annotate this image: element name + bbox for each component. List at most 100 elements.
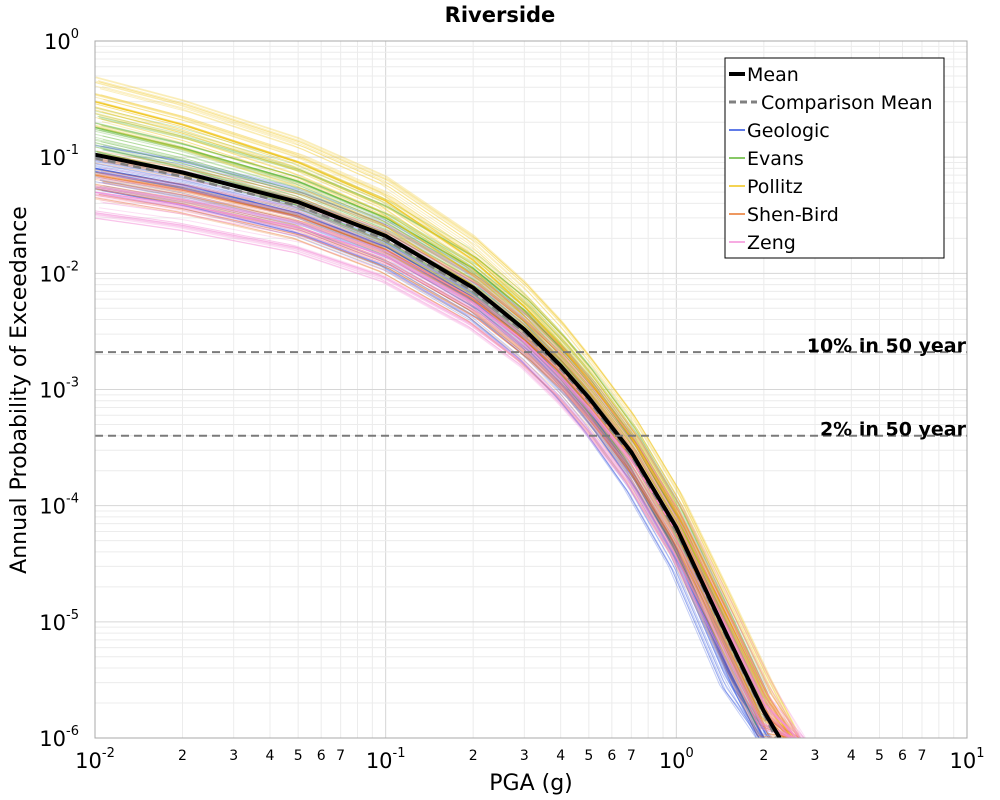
x-minor-tick-label: 3 [811, 748, 820, 764]
legend-label: Comparison Mean [761, 92, 933, 114]
branch-curve-geologic [95, 164, 765, 738]
legend-label: Zeng [747, 232, 796, 254]
branch-curve-evans [98, 117, 769, 694]
branch-curve-pollitz [95, 81, 791, 730]
x-minor-tick-label: 4 [556, 748, 565, 764]
branch-curve-pollitz [101, 121, 800, 738]
branch-curve-geologic [95, 187, 760, 738]
x-minor-tick-label: 2 [469, 748, 478, 764]
y-tick-label: 100 [44, 27, 79, 54]
branch-curve-pollitz [99, 88, 798, 737]
x-tick-label: 10-1 [366, 746, 406, 773]
branch-curve-pollitz [95, 82, 786, 729]
branch-curve-shen-bird [95, 173, 789, 738]
branch-curve-evans [100, 141, 771, 718]
branch-curve-pollitz [95, 125, 790, 738]
branch-curve-zeng [95, 212, 798, 738]
branch-curve-pollitz [95, 109, 791, 738]
series-line-pollitz [95, 100, 793, 738]
branch-curve-geologic [95, 170, 760, 738]
branch-curve-shen-bird [95, 177, 787, 738]
branch-curve-zeng [102, 202, 806, 738]
series-line-comparison-mean [95, 156, 778, 738]
branch-curve-geologic [95, 186, 757, 738]
branch-curve-shen-bird [95, 194, 791, 738]
branch-curve-geologic [102, 189, 772, 738]
branch-curve-shen-bird [95, 197, 786, 738]
branch-curve-shen-bird [98, 193, 796, 738]
branch-curve-shen-bird [98, 159, 797, 738]
legend-label: Evans [747, 148, 804, 170]
branch-curve-zeng [95, 212, 796, 738]
branch-curve-geologic [95, 145, 759, 726]
branch-curve-evans [95, 128, 763, 705]
branch-curve-pollitz [97, 117, 796, 738]
branch-curve-shen-bird [96, 150, 795, 738]
x-minor-tick-label: 3 [229, 748, 238, 764]
branch-curve-pollitz [95, 92, 793, 738]
branch-curve-pollitz [97, 80, 796, 729]
branch-curve-geologic [95, 187, 764, 738]
branch-curve-evans [99, 129, 769, 706]
branch-curve-zeng [95, 213, 795, 738]
hazard-curves [95, 76, 807, 738]
plot-grid [94, 41, 967, 739]
x-minor-tick-label: 7 [336, 748, 345, 764]
branch-curve-evans [97, 115, 767, 692]
branch-curve-evans [100, 125, 771, 702]
branch-curve-pollitz [95, 77, 793, 726]
branch-curve-pollitz [98, 101, 796, 738]
branch-curve-geologic [95, 168, 760, 738]
legend-label: Geologic [747, 120, 830, 142]
x-minor-tick-label: 5 [875, 748, 884, 764]
legend: Mean Comparison Mean Geologic Evans Pollitz S… [724, 57, 945, 259]
branch-curve-shen-bird [99, 157, 797, 738]
y-tick-label: 10-6 [39, 724, 79, 751]
branch-curve-evans [98, 116, 768, 693]
x-tick-label: 10-2 [75, 746, 115, 773]
branch-curve-pollitz [99, 115, 797, 738]
branch-curve-pollitz [95, 112, 785, 738]
branch-curve-shen-bird [95, 178, 786, 738]
branch-curve-pollitz [95, 94, 787, 738]
x-tick-label: 100 [659, 746, 694, 773]
branch-curve-geologic [95, 191, 763, 738]
branch-curve-shen-bird [95, 188, 788, 738]
branch-curve-shen-bird [95, 188, 793, 738]
branch-curve-evans [95, 113, 758, 689]
branch-curve-shen-bird [103, 170, 801, 738]
branch-curve-pollitz [95, 93, 791, 738]
y-tick-label: 10-5 [39, 608, 79, 635]
x-minor-tick-label: 5 [584, 748, 593, 764]
branch-curve-pollitz [96, 80, 794, 729]
branch-curve-pollitz [102, 86, 800, 735]
branch-curve-zeng [95, 185, 796, 738]
y-tick-label: 10-2 [39, 259, 79, 286]
branch-curve-geologic [95, 188, 760, 738]
branch-curve-pollitz [98, 81, 797, 730]
x-minor-tick-label: 6 [607, 748, 616, 764]
branch-curve-pollitz [101, 111, 800, 738]
x-minor-tick-label: 3 [520, 748, 529, 764]
branch-curve-geologic [99, 186, 770, 738]
branch-curve-zeng [95, 217, 793, 738]
branch-curve-zeng [95, 185, 797, 738]
branch-curve-shen-bird [95, 183, 790, 738]
chart-title: Riverside [445, 3, 556, 27]
x-minor-tick-label: 6 [898, 748, 907, 764]
branch-curve-shen-bird [97, 152, 795, 738]
branch-curve-zeng [95, 212, 795, 738]
x-minor-tick-label: 6 [317, 748, 326, 764]
branch-curve-zeng [95, 210, 795, 738]
branch-curve-zeng [95, 196, 793, 738]
branch-curve-pollitz [102, 103, 801, 738]
branch-curve-pollitz [95, 103, 789, 738]
branch-curve-shen-bird [95, 197, 788, 738]
legend-label: Pollitz [747, 176, 803, 198]
branch-curve-pollitz [103, 103, 802, 738]
branch-curve-shen-bird [96, 158, 795, 738]
series-line-evans [95, 126, 765, 704]
reference-lines: 10% in 50 year 2% in 50 year [95, 335, 967, 441]
y-tick-label: 10-4 [39, 492, 79, 519]
